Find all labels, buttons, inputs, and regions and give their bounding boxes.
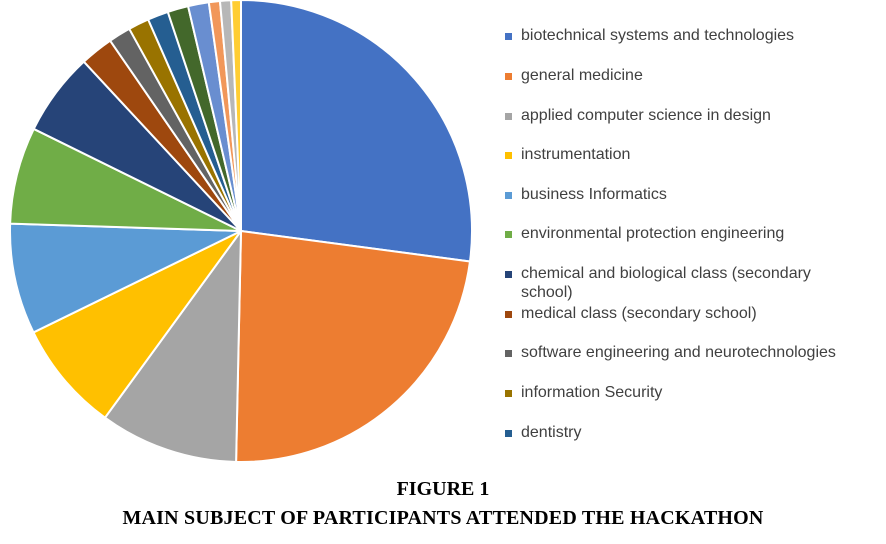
legend-label: dentistry bbox=[521, 424, 582, 441]
legend-item: general medicine bbox=[505, 66, 851, 85]
legend-label: information Security bbox=[521, 384, 663, 401]
legend-label: software engineering and neurotechnologi… bbox=[521, 344, 836, 361]
legend-item: applied computer science in design bbox=[505, 106, 851, 125]
legend-item: business Informatics bbox=[505, 185, 851, 204]
legend-swatch bbox=[505, 430, 512, 437]
legend-label: chemical and biological class (secondary… bbox=[521, 265, 811, 301]
legend-swatch bbox=[505, 311, 512, 318]
legend-swatch bbox=[505, 113, 512, 120]
legend-label: applied computer science in design bbox=[521, 107, 771, 124]
legend-swatch bbox=[505, 73, 512, 80]
legend-item: medical class (secondary school) bbox=[505, 304, 851, 323]
pie-slice bbox=[103, 230, 242, 463]
legend-swatch bbox=[505, 33, 512, 40]
legend-label: medical class (secondary school) bbox=[521, 305, 757, 322]
pie-chart bbox=[9, 0, 473, 463]
legend-item: environmental protection engineering bbox=[505, 224, 851, 243]
pie-slice bbox=[9, 222, 242, 334]
pie-slice bbox=[240, 0, 473, 263]
legend-swatch bbox=[505, 231, 512, 238]
legend-item: dentistry bbox=[505, 423, 851, 442]
figure-title: MAIN SUBJECT OF PARTICIPANTS ATTENDED TH… bbox=[122, 507, 764, 529]
legend-label: environmental protection engineering bbox=[521, 225, 785, 242]
legend-label: business Informatics bbox=[521, 186, 667, 203]
legend-label: instrumentation bbox=[521, 146, 631, 163]
pie-slice bbox=[32, 230, 242, 419]
legend-swatch bbox=[505, 192, 512, 199]
figure-number: FIGURE 1 bbox=[396, 478, 490, 500]
pie-slice bbox=[230, 0, 242, 232]
legend-swatch bbox=[505, 152, 512, 159]
legend-item: information Security bbox=[505, 383, 851, 402]
legend-label: biotechnical systems and technologies bbox=[521, 27, 795, 44]
legend-item: instrumentation bbox=[505, 145, 851, 164]
legend-item: biotechnical systems and technologies bbox=[505, 26, 851, 45]
legend-item: software engineering and neurotechnologi… bbox=[505, 343, 851, 362]
pie-slice bbox=[235, 230, 471, 463]
legend-item: chemical and biological class (secondary… bbox=[505, 264, 851, 302]
legend-swatch bbox=[505, 350, 512, 357]
legend-swatch bbox=[505, 271, 512, 278]
legend-label: general medicine bbox=[521, 67, 643, 84]
legend-swatch bbox=[505, 390, 512, 397]
